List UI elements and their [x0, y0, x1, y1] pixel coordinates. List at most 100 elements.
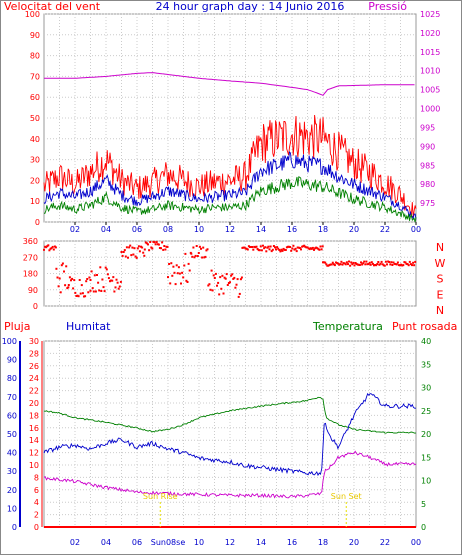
- direction-point: [405, 262, 408, 265]
- right-tick-label: 1020: [420, 29, 440, 38]
- direction-point: [262, 244, 264, 247]
- direction-point: [149, 241, 152, 243]
- direction-point: [307, 247, 310, 250]
- direction-point: [168, 263, 171, 265]
- direction-point: [283, 248, 286, 251]
- direction-point: [114, 286, 117, 289]
- direction-point: [89, 289, 92, 292]
- left-tick-label: 70: [30, 72, 40, 81]
- direction-point: [361, 263, 364, 266]
- series-minimum: [43, 176, 417, 223]
- direction-point: [339, 263, 342, 266]
- direction-point: [138, 250, 141, 253]
- direction-point: [370, 261, 373, 264]
- direction-point: [280, 248, 283, 251]
- direction-point: [203, 256, 206, 259]
- direction-point: [325, 263, 328, 266]
- direction-point: [365, 260, 368, 263]
- direction-point: [295, 250, 298, 253]
- direction-point: [360, 261, 362, 264]
- direction-point: [313, 248, 315, 251]
- rain-tick-label: 2: [34, 511, 39, 520]
- direction-point: [120, 251, 123, 253]
- direction-point: [180, 282, 182, 285]
- left-tick-label: 30: [30, 156, 40, 165]
- x-tick-label: 02: [70, 538, 80, 547]
- x-tick-label-sunrise: Sun08se: [151, 538, 186, 547]
- direction-point: [136, 247, 139, 250]
- direction-point: [237, 295, 240, 298]
- direction-point: [174, 283, 177, 286]
- direction-point: [406, 263, 409, 266]
- direction-point: [57, 285, 60, 288]
- direction-point: [231, 273, 234, 276]
- direction-point: [178, 272, 181, 275]
- direction-point: [315, 246, 318, 249]
- direction-point: [239, 278, 242, 281]
- direction-point: [147, 243, 149, 246]
- direction-point: [333, 264, 336, 267]
- left-tick-label: 50: [30, 114, 40, 123]
- direction-point: [267, 245, 270, 248]
- panel-2-series: [43, 240, 417, 298]
- direction-point: [318, 248, 321, 251]
- direction-point: [227, 282, 230, 284]
- x-tick-label: 18: [318, 225, 328, 234]
- direction-point: [176, 272, 179, 275]
- left-tick-label: 60: [30, 93, 40, 102]
- direction-point: [281, 249, 284, 252]
- x-tick-label: 22: [380, 225, 390, 234]
- x-tick-label: 12: [225, 538, 235, 547]
- direction-point: [362, 262, 365, 265]
- direction-point: [212, 274, 215, 277]
- direction-point: [290, 249, 293, 252]
- direction-point: [177, 266, 180, 269]
- direction-point: [185, 279, 188, 282]
- direction-point: [249, 246, 251, 248]
- x-tick-label: 20: [349, 225, 359, 234]
- direction-point: [61, 262, 64, 265]
- direction-point: [394, 263, 397, 266]
- rain-tick-label: 18: [29, 411, 39, 420]
- direction-point: [183, 264, 186, 267]
- temperature-tick-label: 40: [421, 337, 431, 346]
- rain-tick-label: 6: [34, 486, 39, 495]
- direction-point: [245, 247, 248, 250]
- direction-point: [342, 262, 345, 265]
- direction-point: [326, 264, 329, 267]
- direction-point: [401, 264, 404, 267]
- direction-point: [115, 278, 118, 281]
- direction-point: [300, 248, 302, 251]
- direction-point: [256, 248, 259, 250]
- series-gust: [43, 114, 417, 218]
- direction-point: [341, 263, 344, 266]
- direction-letter: E: [437, 288, 444, 301]
- direction-point: [270, 250, 273, 253]
- direction-point: [99, 266, 102, 269]
- direction-point: [124, 255, 127, 258]
- direction-point: [229, 281, 231, 284]
- direction-point: [330, 263, 333, 266]
- direction-point: [308, 248, 311, 251]
- direction-point: [45, 246, 48, 249]
- humidity-tick-label: 100: [2, 337, 17, 346]
- direction-point: [116, 281, 119, 284]
- direction-point: [409, 263, 412, 266]
- direction-point: [408, 260, 411, 263]
- direction-point: [310, 247, 313, 250]
- direction-point: [129, 244, 132, 247]
- temperature-tick-label: 30: [421, 384, 431, 393]
- right-tick-label: 990: [420, 142, 435, 151]
- direction-point: [343, 262, 346, 265]
- direction-point: [389, 263, 392, 266]
- direction-point: [220, 287, 223, 290]
- x-tick-label: 06: [132, 538, 142, 547]
- direction-point: [184, 252, 187, 255]
- direction-point: [251, 246, 254, 248]
- direction-letter: N: [436, 241, 444, 254]
- direction-point: [94, 290, 97, 293]
- direction-point: [104, 266, 107, 269]
- direction-point: [407, 264, 410, 267]
- panel-3-humidity-ticks: 0 10 20 30 40 50 60 70 80 90 100: [2, 337, 17, 532]
- direction-point: [224, 277, 227, 280]
